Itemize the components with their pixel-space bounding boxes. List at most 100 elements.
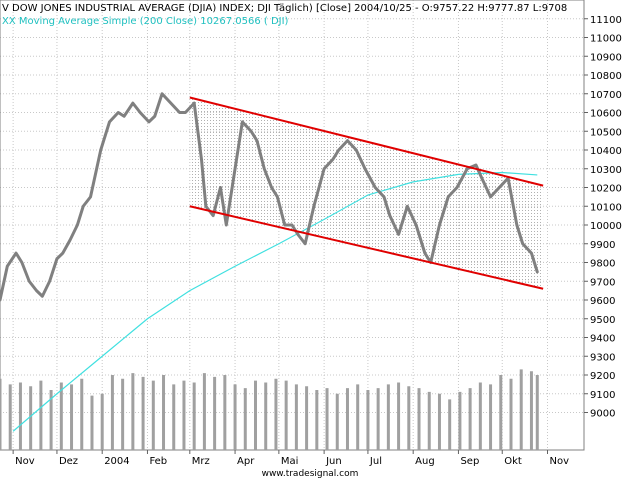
volume-bar (100, 393, 104, 450)
x-tick-label: 2004 (104, 456, 129, 467)
x-tick-label: Sep (460, 456, 479, 467)
volume-bar (489, 384, 493, 450)
chart-title: Ⅴ DOW JONES INDUSTRIAL AVERAGE (DJIA) IN… (2, 3, 567, 14)
volume-bar (509, 378, 513, 450)
channel-fill (189, 97, 544, 289)
volume-bar (407, 386, 411, 450)
volume-bar (131, 373, 135, 450)
volume-bar (448, 399, 452, 450)
volume-bar (437, 393, 441, 450)
y-tick-label: 10000 (590, 221, 622, 232)
volume-bar (59, 382, 63, 450)
y-tick-label: 9600 (590, 296, 615, 307)
volume-bar (264, 382, 268, 450)
volume-bar (182, 380, 186, 450)
x-axis: Nov Dez 2004 Feb Mrz Apr Mai Jun Jul Aug Sep Okt Nov (12, 450, 570, 467)
volume-bar (458, 391, 462, 450)
footer-watermark: www.tradesignal.com (262, 469, 359, 479)
volume-bar (80, 378, 84, 450)
volume-bar (172, 384, 176, 450)
volume-bar (202, 373, 206, 450)
y-tick-label: 10400 (590, 146, 622, 157)
moving-average (12, 171, 538, 432)
volume-bar (233, 384, 237, 450)
volume-bar (192, 382, 196, 450)
x-tick-label: Feb (149, 456, 167, 467)
y-axis: 9000 9100 9200 9300 9400 9500 9600 9700 9800 9900… (584, 15, 622, 420)
volume-bar (90, 395, 94, 450)
volume-bar (141, 376, 145, 450)
y-tick-label: 9900 (590, 240, 615, 251)
volume-bar (0, 378, 2, 450)
y-tick-label: 9800 (590, 259, 615, 270)
volume-bar (499, 375, 503, 450)
y-tick-label: 10300 (590, 165, 622, 176)
x-tick-label: Mrz (192, 456, 210, 467)
volume-bar (151, 380, 155, 450)
volume-bar (386, 384, 390, 450)
volume-bar (345, 388, 349, 450)
y-tick-label: 10800 (590, 71, 622, 82)
y-tick-label: 10100 (590, 202, 622, 213)
y-tick-label: 9400 (590, 334, 615, 345)
chart-subtitle: XX Moving Average Simple (200 Close) 102… (2, 16, 289, 27)
volume-bar (305, 386, 309, 450)
x-tick-label: Dez (59, 456, 78, 467)
volume-bar (213, 376, 217, 450)
price-series (0, 92, 539, 302)
volume-bar (397, 382, 401, 450)
x-tick-label: Nov (550, 456, 570, 467)
volume-bar (468, 388, 472, 450)
volume-bar (70, 384, 74, 450)
volume-bar (274, 378, 278, 450)
y-tick-label: 10900 (590, 52, 622, 63)
x-tick-label: Mai (281, 456, 299, 467)
volume-bar (529, 371, 533, 450)
x-tick-label: Apr (237, 456, 255, 467)
y-tick-label: 9100 (590, 390, 615, 401)
volume-bar (29, 386, 33, 450)
y-tick-label: 10200 (590, 184, 622, 195)
volume-bar (356, 384, 360, 450)
x-tick-label: Jun (325, 456, 342, 467)
y-tick-label: 9500 (590, 315, 615, 326)
ma-line (12, 171, 538, 432)
volume-bar (162, 375, 166, 450)
volume-bar (366, 390, 370, 450)
price-line (0, 92, 539, 302)
x-tick-label: Aug (415, 456, 435, 467)
trend-channel (189, 96, 544, 290)
volume-bar (519, 369, 523, 450)
y-tick-label: 9300 (590, 352, 615, 363)
volume-bar (121, 378, 125, 450)
volume-bar (335, 393, 339, 450)
y-tick-label: 9700 (590, 277, 615, 288)
y-tick-label: 10500 (590, 127, 622, 138)
y-tick-label: 11100 (590, 15, 622, 26)
volume-bar (478, 382, 482, 450)
volume-bar (223, 375, 227, 450)
volume-bar (49, 390, 53, 450)
y-tick-label: 10600 (590, 109, 622, 120)
y-tick-label: 11000 (590, 34, 622, 45)
x-tick-label: Okt (504, 456, 522, 467)
volume-bar (294, 384, 298, 450)
volume-bar (376, 388, 380, 450)
volume-bar (39, 380, 43, 450)
x-tick-label: Nov (15, 456, 35, 467)
volume-bar (110, 375, 114, 450)
volume-bar (8, 384, 12, 450)
volume-bar (427, 391, 431, 450)
x-tick-label: Jul (369, 456, 382, 467)
y-tick-label: 9200 (590, 371, 615, 382)
volume-bar (254, 380, 257, 450)
volume-bar (284, 380, 288, 450)
y-tick-label: 9000 (590, 409, 615, 420)
channel-area (189, 97, 544, 289)
volume-bar (18, 382, 22, 450)
channel-lower-line (189, 205, 544, 290)
y-tick-label: 10700 (590, 90, 622, 101)
